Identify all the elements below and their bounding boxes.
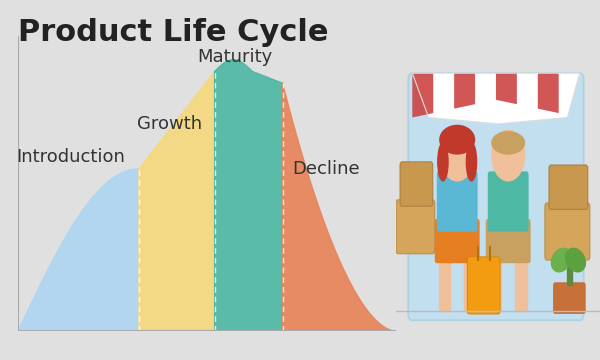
- Polygon shape: [412, 73, 580, 124]
- Bar: [515, 254, 527, 311]
- FancyBboxPatch shape: [437, 171, 478, 231]
- Ellipse shape: [466, 143, 476, 181]
- FancyBboxPatch shape: [545, 203, 590, 260]
- Polygon shape: [215, 60, 283, 331]
- FancyBboxPatch shape: [408, 73, 584, 320]
- FancyBboxPatch shape: [486, 219, 530, 263]
- Text: Product Life Cycle: Product Life Cycle: [18, 18, 329, 47]
- Bar: [490, 254, 501, 311]
- Polygon shape: [454, 73, 475, 109]
- Polygon shape: [496, 73, 517, 104]
- Circle shape: [492, 130, 524, 181]
- FancyBboxPatch shape: [396, 200, 435, 254]
- FancyBboxPatch shape: [400, 162, 433, 206]
- Polygon shape: [139, 71, 215, 331]
- Polygon shape: [412, 73, 433, 117]
- Text: Introduction: Introduction: [16, 148, 125, 166]
- Circle shape: [441, 130, 473, 181]
- Text: Growth: Growth: [137, 116, 202, 134]
- Bar: [464, 254, 476, 311]
- Ellipse shape: [566, 248, 586, 272]
- FancyBboxPatch shape: [549, 165, 588, 210]
- Bar: [568, 257, 572, 285]
- Polygon shape: [18, 169, 139, 331]
- Ellipse shape: [438, 143, 448, 181]
- Polygon shape: [283, 83, 396, 331]
- Ellipse shape: [492, 132, 524, 154]
- Text: Maturity: Maturity: [198, 48, 273, 66]
- Bar: [439, 254, 450, 311]
- FancyBboxPatch shape: [553, 282, 586, 314]
- Polygon shape: [538, 73, 559, 113]
- Text: Decline: Decline: [292, 160, 360, 178]
- Ellipse shape: [440, 125, 475, 154]
- Ellipse shape: [551, 248, 571, 272]
- FancyBboxPatch shape: [435, 219, 479, 263]
- FancyBboxPatch shape: [467, 257, 500, 314]
- FancyBboxPatch shape: [488, 171, 529, 231]
